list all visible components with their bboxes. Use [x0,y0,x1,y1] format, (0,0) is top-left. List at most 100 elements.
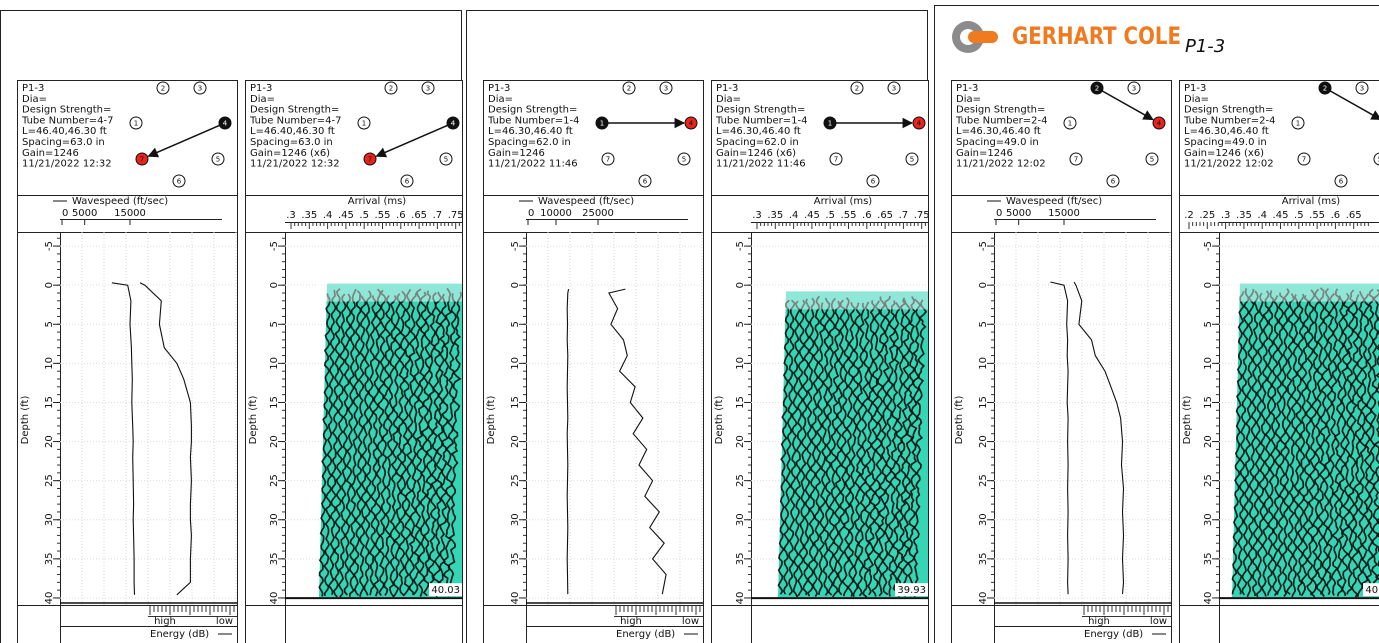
tube-label: 7 [606,156,610,164]
bottom-depth-box [429,583,462,597]
info-line: Tube Number=2-4 [1183,115,1276,126]
panel-frame [483,80,704,643]
tube-label: 3 [198,85,202,93]
arrival-tick-label: .75 [448,210,464,221]
depth-axis-label: Depth (ft) [714,396,725,445]
waveform-trace [831,299,846,598]
info-line: Spacing=62.0 in [488,137,571,148]
energy-high-label: high [1088,616,1110,627]
waveform-trace [1267,295,1279,596]
waveform-trace [777,299,790,595]
depth-tick-label: 35 [978,552,989,565]
tube-circle [218,116,232,130]
tube-label: 2 [1095,85,1099,93]
waveform-trace [359,290,372,597]
tube-arrow [375,122,454,158]
tube-label: 1 [362,120,366,128]
waveform-trace [412,291,428,596]
waveform-trace [862,300,876,598]
tube-label: 3 [1360,85,1364,93]
wavespeed-line [566,288,570,595]
info-line: Spacing=62.0 in [716,137,799,148]
waveform-trace [906,298,922,597]
info-line: Design Strength= [1184,105,1273,116]
info-line: P1-3 [488,83,510,94]
tube-label: 2 [855,85,859,93]
depth-tick-label: 25 [978,474,989,487]
depth-tick-label: 5 [978,321,989,327]
depth-tick-label: 20 [1203,435,1214,448]
waveform-trace [866,300,881,596]
depth-tick-label: 35 [510,552,521,565]
tube-arrow [1096,87,1154,121]
info-line: Gain=1246 [22,148,79,159]
wavespeed-tick-label: 25000 [582,208,614,219]
wavespeed-label: Wavespeed (ft/sec) [1006,196,1102,207]
tube-circle [1090,81,1104,95]
tube-circle [1069,152,1083,166]
tube-label: 4 [689,120,694,128]
arrival-tick-label: .45 [338,210,354,221]
depth-tick-label: 25 [1203,474,1214,487]
wavespeed-label: Wavespeed (ft/sec) [538,196,634,207]
tube-label: 1 [1296,120,1300,128]
depth-tick-label: 20 [510,435,521,448]
wavespeed-line [1050,281,1069,595]
tube-label: 5 [682,156,686,164]
depth-tick-label: 30 [735,513,746,526]
arrival-tick-label: .55 [375,210,391,221]
arrival-tick-label: .35 [767,210,783,221]
depth-tick-label: 5 [269,321,280,327]
depth-tick-label: 0 [978,282,989,288]
tube-circle [1145,152,1159,166]
wavespeed-tick-label: 0 [62,208,68,219]
tube-circle [829,152,843,166]
waveform-trace [913,299,928,598]
wavespeed-tick-label: 5000 [1006,208,1031,219]
info-line: P1-3 [716,83,738,94]
tube-label: 7 [834,156,838,164]
info-line: Design Strength= [716,105,805,116]
arrival-tick-label: .75 [914,210,930,221]
energy-label: Energy (dB) [1084,629,1143,640]
waveform-trace [1260,290,1275,597]
arrival-tick-label: .7 [899,210,909,221]
depth-tick-label: 15 [510,396,521,409]
wavespeed-line [111,282,136,595]
info-line: P1-3 [22,83,44,94]
arrival-tick-label: .55 [841,210,857,221]
info-line: 11/21/2022 12:32 [250,159,340,170]
depth-tick-label: 30 [510,513,521,526]
depth-tick-label: 5 [44,321,55,327]
depth-tick-label: 15 [1203,396,1214,409]
waveform-trace [1341,289,1356,597]
info-line: Spacing=49.0 in [1184,137,1267,148]
info-line: Tube Number=1-4 [715,115,808,126]
info-line: P1-3 [956,83,978,94]
waveform-trace [447,291,463,596]
waveform-trace [783,299,796,595]
tube-label: 5 [1378,156,1379,164]
info-line: Tube Number=1-4 [487,115,580,126]
tube-circle [421,81,435,95]
waveform-trace [1296,294,1310,596]
energy-high-label: high [620,616,642,627]
depth-tick-label: 5 [1203,321,1214,327]
waveform-trace [812,302,826,598]
info-line: Design Strength= [22,105,111,116]
waveform-trace [1271,292,1285,597]
panel-frame [17,80,238,643]
depth-tick-label: 15 [44,396,55,409]
info-line: Design Strength= [250,105,339,116]
waveform-trace [1310,287,1326,598]
wavespeed-tick-label: 0 [528,208,534,219]
waveform-trace [1365,289,1379,597]
waveform-trace [797,298,811,597]
tube-label: 6 [177,178,182,186]
arrival-tick-label: .3 [286,210,296,221]
tube-circle [1334,174,1348,188]
waveform-trace [402,292,417,597]
depth-tick-label: 35 [735,552,746,565]
energy-low-label: low [682,616,699,627]
